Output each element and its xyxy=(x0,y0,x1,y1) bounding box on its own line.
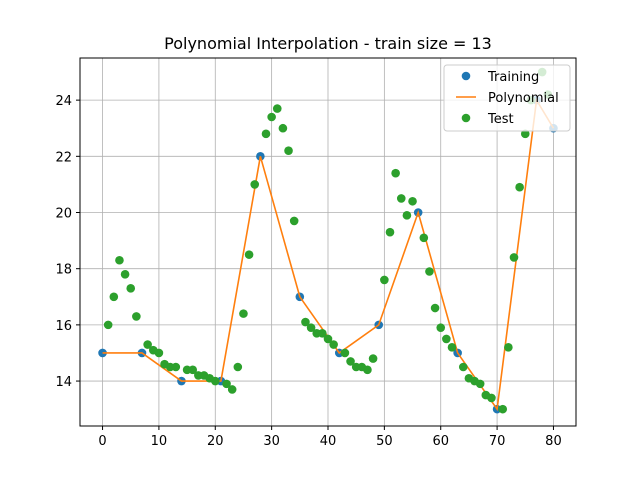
test-point xyxy=(340,348,350,358)
test-point xyxy=(284,146,293,156)
test-point xyxy=(261,129,271,139)
y-tick-label: 18 xyxy=(55,263,72,278)
legend-label-polynomial: Polynomial xyxy=(488,91,559,106)
test-point xyxy=(278,123,288,133)
test-point xyxy=(120,270,130,279)
test-point xyxy=(126,284,136,293)
test-point xyxy=(171,362,181,372)
test-point xyxy=(487,393,496,403)
test-point xyxy=(318,328,327,338)
test-point xyxy=(425,267,434,276)
test-point xyxy=(402,211,412,220)
test-point xyxy=(396,194,406,203)
test-point xyxy=(132,312,141,321)
test-point xyxy=(504,343,513,352)
legend-label-training: Training xyxy=(487,70,539,85)
test-point xyxy=(380,275,389,285)
legend-swatch-training xyxy=(461,71,471,81)
test-point xyxy=(289,216,299,226)
x-tick-label: 80 xyxy=(545,434,562,449)
y-tick-label: 16 xyxy=(55,319,72,334)
chart-title: Polynomial Interpolation - train size = … xyxy=(164,34,492,53)
test-point xyxy=(447,343,457,352)
test-point xyxy=(368,354,378,363)
test-point xyxy=(210,376,220,386)
test-point xyxy=(436,323,446,332)
test-point xyxy=(442,334,451,344)
test-point xyxy=(222,379,231,389)
test-point xyxy=(346,357,355,366)
polynomial-line xyxy=(102,97,555,412)
test-point xyxy=(188,365,198,375)
test-point xyxy=(244,250,254,259)
test-point xyxy=(272,104,282,113)
test-point xyxy=(385,227,395,237)
test-point xyxy=(430,303,440,313)
y-tick-label: 24 xyxy=(55,94,72,109)
test-point xyxy=(475,379,485,389)
test-point xyxy=(363,365,372,375)
test-point xyxy=(109,292,119,302)
test-point xyxy=(227,385,237,394)
x-tick-label: 30 xyxy=(263,434,280,449)
legend-box xyxy=(443,64,571,132)
test-point xyxy=(250,180,260,189)
y-tick-label: 14 xyxy=(55,375,72,390)
test-point xyxy=(306,323,316,332)
test-point xyxy=(498,404,508,414)
test-point xyxy=(408,196,417,206)
test-point xyxy=(301,317,310,327)
test-point xyxy=(509,253,519,262)
x-tick-label: 10 xyxy=(151,434,168,449)
legend-label-test: Test xyxy=(487,112,514,127)
x-tick-label: 40 xyxy=(320,434,337,449)
legend: Training Polynomial Test xyxy=(443,64,571,132)
legend-swatch-test xyxy=(461,113,471,123)
x-tick-label: 50 xyxy=(376,434,393,449)
x-tick-label: 20 xyxy=(207,434,224,449)
test-point xyxy=(103,320,113,330)
x-tick-label: 70 xyxy=(489,434,506,449)
test-point xyxy=(329,340,338,349)
test-point xyxy=(267,112,276,122)
test-point xyxy=(323,334,333,344)
x-axis: 0 10 20 30 40 50 60 70 80 xyxy=(98,426,562,449)
test-point xyxy=(520,129,530,139)
test-point xyxy=(233,362,243,372)
test-point xyxy=(143,340,152,349)
test-point xyxy=(115,255,124,265)
y-tick-label: 22 xyxy=(55,150,72,165)
y-axis: 14 16 18 20 22 24 xyxy=(55,94,80,390)
x-tick-label: 60 xyxy=(432,434,449,449)
test-point xyxy=(515,182,524,192)
test-point xyxy=(458,362,468,372)
test-point xyxy=(154,348,164,358)
test-point xyxy=(419,233,429,243)
y-tick-label: 20 xyxy=(55,207,72,222)
x-tick-label: 0 xyxy=(98,434,106,449)
test-point xyxy=(391,168,400,178)
test-point xyxy=(239,309,248,318)
